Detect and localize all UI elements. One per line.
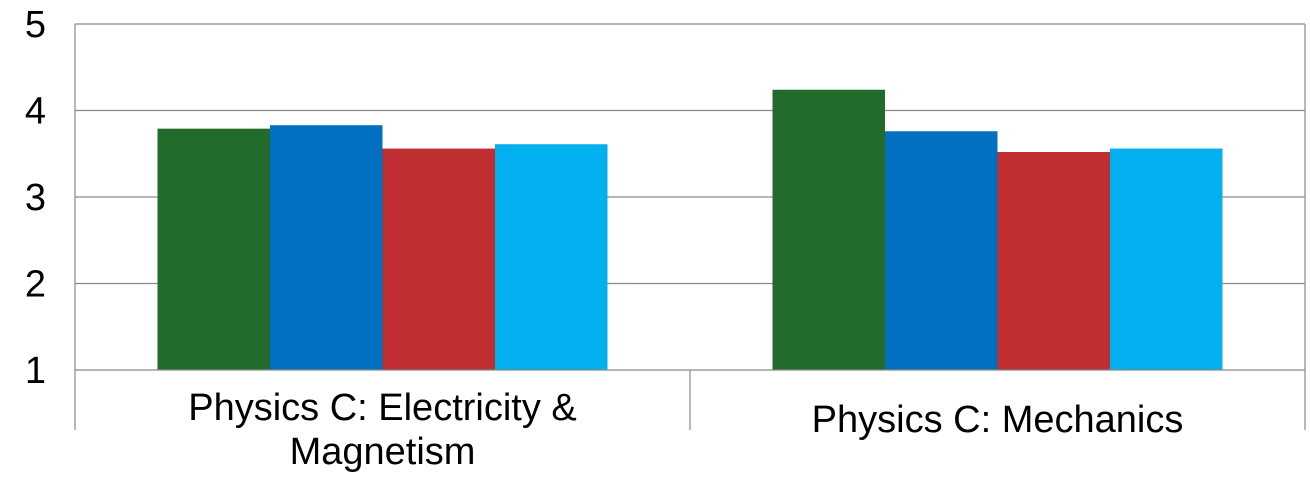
axes: [74, 24, 1306, 430]
y-tick-label: 2: [25, 264, 46, 306]
bar: [997, 152, 1110, 370]
y-tick-label: 3: [25, 177, 46, 219]
category-label: Physics C: Electricity &: [188, 387, 577, 429]
y-tick-label: 5: [25, 4, 46, 46]
bar: [157, 128, 270, 370]
bar: [382, 148, 495, 370]
y-tick-label: 1: [25, 350, 46, 392]
category-labels: Physics C: Electricity &Magnetism Physics…: [188, 387, 1183, 473]
y-tick-labels: 1 2 3 4 5: [25, 4, 46, 392]
category-label: Physics C: Mechanics: [812, 399, 1184, 441]
bar: [1110, 148, 1223, 370]
bar: [885, 131, 998, 370]
bar: [772, 89, 885, 371]
bar: [495, 144, 608, 370]
bar: [270, 125, 383, 370]
y-tick-label: 4: [25, 91, 46, 133]
category-label: Magnetism: [290, 431, 476, 473]
bars: [157, 89, 1223, 371]
